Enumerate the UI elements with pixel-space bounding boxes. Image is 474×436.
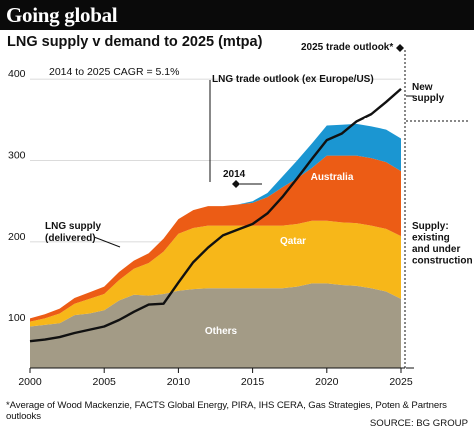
existing-supply-label-3: and under [412,244,460,255]
qatar-label: Qatar [280,236,306,247]
area-australia [30,155,401,322]
chart: 100 200 300 400 2000 2005 2010 2015 2020 2025 201… [8,42,473,388]
australia-label: Australia [311,172,354,183]
existing-supply-label-1: Supply: [412,221,449,232]
footnote: *Average of Wood Mackenzie, FACTS Global… [6,400,447,422]
new-supply-label: New [412,82,433,93]
lng-supply-label: LNG supply [45,221,102,232]
y-tick-label-100: 100 [8,312,26,324]
trade-outlook-line [29,87,402,343]
y-tick-label-300: 300 [8,150,26,162]
others-label: Others [205,326,238,337]
x-tick-label-2015: 2015 [241,376,265,388]
y-tick-label-400: 400 [8,68,26,80]
diamond-2025-icon [396,44,404,52]
year-2014-label: 2014 [223,169,246,180]
area-others [30,283,401,368]
y-tick-label-200: 200 [8,231,26,243]
x-tick-label-2025: 2025 [389,376,413,388]
title-banner: Going global [0,0,474,30]
existing-supply-label-4: construction [412,256,473,267]
chart-title: LNG supply v demand to 2025 (mtpa) [7,34,263,50]
source-credit: SOURCE: BG GROUP [369,418,468,429]
x-tick-label-2020: 2020 [315,376,339,388]
cagr-label: 2014 to 2025 CAGR = 5.1% [49,66,179,78]
annotations: 2014 to 2025 CAGR = 5.1% 2025 trade outlo… [45,42,473,369]
us-label: US [364,117,378,128]
trade-outlook-label: LNG trade outlook (ex Europe/US) [212,74,374,85]
stacked-areas [30,123,401,368]
new-supply-label-2: supply [412,93,445,104]
x-tick-label-2010: 2010 [167,376,191,388]
axes: 100 200 300 400 2000 2005 2010 2015 2020 2025 [8,50,413,388]
banner-title: Going global [6,3,118,27]
area-us [30,123,401,319]
x-tick-label-2005: 2005 [93,376,117,388]
existing-supply-label-2: existing [412,233,450,244]
area-qatar [30,220,401,327]
lng-supply-label-2: (delivered) [45,233,96,244]
diamond-2014-icon [232,180,240,188]
trade-outlook-2025-label: 2025 trade outlook* [301,42,393,53]
lng-supply-leader [93,236,121,248]
trade-outlook-path [29,87,402,343]
x-tick-label-2000: 2000 [18,376,42,388]
